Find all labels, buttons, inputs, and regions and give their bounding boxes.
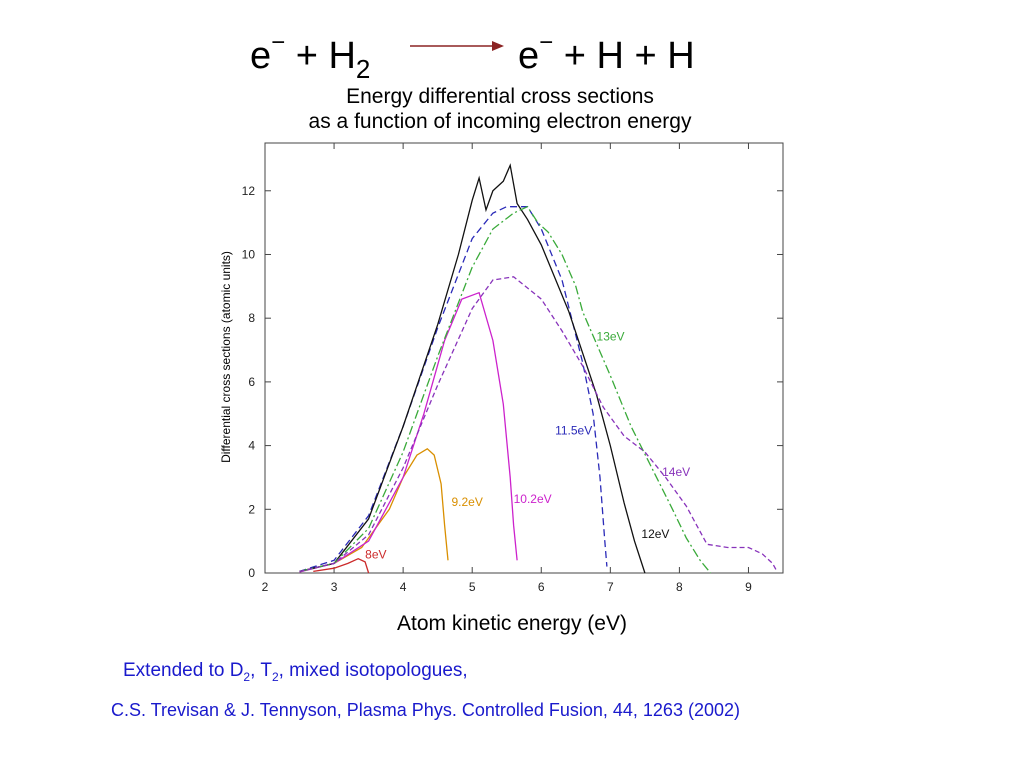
y-tick-label: 12: [242, 184, 256, 198]
rhs-products: + H + H: [563, 35, 695, 77]
y-tick-label: 10: [242, 247, 256, 261]
y-tick-label: 6: [248, 375, 255, 389]
plot-frame: [264, 142, 784, 574]
x-tick-label: 9: [745, 580, 752, 594]
isotopologue-note: Extended to D2, T2, mixed isotopologues,: [123, 660, 468, 684]
note-text-end: , mixed isotopologues,: [278, 660, 468, 681]
x-tick-label: 6: [538, 580, 545, 594]
series-label-10.2eV: 10.2eV: [514, 492, 552, 506]
y-tick-label: 2: [248, 502, 255, 516]
series-label-13eV: 13eV: [597, 329, 625, 343]
chart-subtitle: Energy differential cross sections as a …: [0, 84, 1000, 134]
series-line-10.2eV: [299, 291, 518, 573]
x-tick-label: 5: [469, 580, 476, 594]
series-line-13eV: [299, 205, 712, 574]
x-tick-label: 3: [331, 580, 338, 594]
reaction-arrow-icon: [410, 41, 504, 51]
series-line-11.5eV: [299, 206, 608, 573]
series-line-9.2eV: [299, 447, 449, 573]
reaction-rhs: e− + H + H: [518, 20, 695, 79]
reaction-lhs: e− + H2: [250, 20, 370, 92]
y-tick-label: 8: [248, 311, 255, 325]
note-d2-subscript: 2: [243, 669, 251, 684]
x-axis-label: Atom kinetic energy (eV): [397, 612, 627, 635]
x-tick-label: 4: [400, 580, 407, 594]
series-label-9.2eV: 9.2eV: [451, 495, 482, 509]
lhs-electron-charge: −: [271, 29, 286, 56]
series-line-8eV: [313, 557, 370, 574]
y-tick-label: 4: [248, 439, 255, 453]
rhs-electron: e: [518, 35, 540, 77]
x-tick-label: 8: [676, 580, 683, 594]
series-label-8eV: 8eV: [365, 548, 386, 562]
rhs-electron-charge: −: [539, 29, 554, 56]
series-label-12eV: 12eV: [641, 527, 669, 541]
lhs-plus-h: + H: [295, 35, 356, 77]
series-line-14eV: [299, 276, 777, 573]
x-tick-label: 2: [262, 580, 269, 594]
y-tick-label: 0: [248, 566, 255, 580]
note-text-start: Extended to D: [123, 660, 244, 681]
lhs-h2-subscript: 2: [355, 54, 371, 84]
series-label-14eV: 14eV: [662, 465, 690, 479]
subtitle-line-1: Energy differential cross sections: [346, 85, 654, 108]
subtitle-line-2: as a function of incoming electron energ…: [308, 110, 692, 133]
citation: C.S. Trevisan & J. Tennyson, Plasma Phys…: [111, 700, 740, 720]
reaction-title: e− + H2 e− + H + H: [0, 20, 1024, 84]
series-label-11.5eV: 11.5eV: [555, 423, 592, 437]
y-axis-label: Differential cross sections (atomic unit…: [219, 251, 233, 463]
note-text-mid: , T: [250, 660, 272, 681]
lhs-electron: e: [250, 35, 272, 77]
series-line-12eV: [299, 163, 646, 574]
note-t2-subscript: 2: [271, 669, 279, 684]
x-tick-label: 7: [607, 580, 614, 594]
